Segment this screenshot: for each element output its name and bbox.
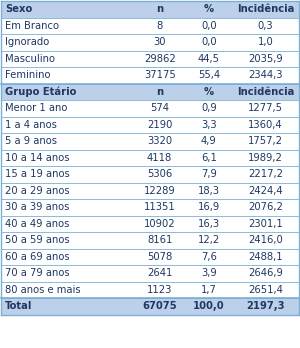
Text: 0,0: 0,0 (201, 21, 217, 31)
Text: 15 a 19 anos: 15 a 19 anos (5, 169, 70, 179)
Text: Masculino: Masculino (5, 54, 55, 64)
Text: 1,0: 1,0 (258, 37, 273, 47)
Bar (1, 17, 299, 34)
Text: Ignorado: Ignorado (5, 37, 49, 47)
Text: 3320: 3320 (147, 136, 172, 146)
Text: Incidência: Incidência (237, 87, 294, 97)
Text: 2076,2: 2076,2 (248, 202, 283, 212)
Text: 18,3: 18,3 (198, 186, 220, 196)
Text: 3,9: 3,9 (201, 268, 217, 278)
Text: n: n (156, 87, 163, 97)
Bar (1, 298, 299, 315)
Text: 5 a 9 anos: 5 a 9 anos (5, 136, 57, 146)
Text: Em Branco: Em Branco (5, 21, 59, 31)
Text: 80 anos e mais: 80 anos e mais (5, 285, 81, 295)
Text: Sexo: Sexo (5, 4, 32, 14)
Text: 50 a 59 anos: 50 a 59 anos (5, 235, 70, 245)
Bar (1, 84, 299, 100)
Bar (1, 182, 299, 199)
Text: 2197,3: 2197,3 (246, 301, 285, 311)
Text: 1989,2: 1989,2 (248, 153, 283, 163)
Text: 2424,4: 2424,4 (248, 186, 283, 196)
Bar (1, 215, 299, 232)
Text: 4,9: 4,9 (201, 136, 217, 146)
Text: 12289: 12289 (144, 186, 175, 196)
Text: 40 a 49 anos: 40 a 49 anos (5, 219, 69, 229)
Text: 16,3: 16,3 (198, 219, 220, 229)
Bar (1, 248, 299, 265)
Text: 10902: 10902 (144, 219, 176, 229)
Text: 30 a 39 anos: 30 a 39 anos (5, 202, 69, 212)
Text: 1277,5: 1277,5 (248, 103, 283, 113)
Text: 70 a 79 anos: 70 a 79 anos (5, 268, 70, 278)
Text: 0,0: 0,0 (201, 37, 217, 47)
Bar (1, 117, 299, 133)
Text: 60 a 69 anos: 60 a 69 anos (5, 252, 70, 262)
Bar (1, 34, 299, 50)
Text: n: n (156, 4, 163, 14)
Text: 3,3: 3,3 (201, 120, 217, 130)
Bar (1, 50, 299, 67)
Text: 1,7: 1,7 (201, 285, 217, 295)
Text: Menor 1 ano: Menor 1 ano (5, 103, 68, 113)
Text: 5078: 5078 (147, 252, 172, 262)
Bar (1, 67, 299, 84)
Text: 8: 8 (157, 21, 163, 31)
Text: 2301,1: 2301,1 (248, 219, 283, 229)
Bar (1, 1, 299, 17)
Text: Grupo Etário: Grupo Etário (5, 87, 76, 97)
Text: 2035,9: 2035,9 (248, 54, 283, 64)
Bar (1, 199, 299, 215)
Text: 1757,2: 1757,2 (248, 136, 283, 146)
Text: 2641: 2641 (147, 268, 172, 278)
Text: 44,5: 44,5 (198, 54, 220, 64)
Text: 1123: 1123 (147, 285, 172, 295)
Text: 100,0: 100,0 (193, 301, 225, 311)
Text: 0,3: 0,3 (258, 21, 273, 31)
Bar (1, 265, 299, 282)
Bar (1, 133, 299, 150)
Text: 2646,9: 2646,9 (248, 268, 283, 278)
Text: 7,6: 7,6 (201, 252, 217, 262)
Bar (1, 282, 299, 298)
Text: 30: 30 (153, 37, 166, 47)
Text: 11351: 11351 (144, 202, 175, 212)
Text: 2651,4: 2651,4 (248, 285, 283, 295)
Text: 12,2: 12,2 (198, 235, 220, 245)
Text: 2217,2: 2217,2 (248, 169, 283, 179)
Text: Incidência: Incidência (237, 4, 294, 14)
Text: Feminino: Feminino (5, 70, 50, 80)
Text: Total: Total (5, 301, 32, 311)
Bar (1, 166, 299, 182)
Text: %: % (204, 87, 214, 97)
Text: 67075: 67075 (142, 301, 177, 311)
Text: 5306: 5306 (147, 169, 172, 179)
Text: 2488,1: 2488,1 (248, 252, 283, 262)
Text: %: % (204, 4, 214, 14)
Text: 4118: 4118 (147, 153, 172, 163)
Text: 7,9: 7,9 (201, 169, 217, 179)
Text: 37175: 37175 (144, 70, 175, 80)
Text: 6,1: 6,1 (201, 153, 217, 163)
Text: 29862: 29862 (144, 54, 175, 64)
Text: 20 a 29 anos: 20 a 29 anos (5, 186, 70, 196)
Text: 10 a 14 anos: 10 a 14 anos (5, 153, 70, 163)
Text: 1360,4: 1360,4 (248, 120, 283, 130)
Text: 2416,0: 2416,0 (248, 235, 283, 245)
Text: 8161: 8161 (147, 235, 172, 245)
Text: 574: 574 (150, 103, 169, 113)
Text: 2190: 2190 (147, 120, 172, 130)
Text: 16,9: 16,9 (198, 202, 220, 212)
Bar (1, 150, 299, 166)
Text: 55,4: 55,4 (198, 70, 220, 80)
Text: 1 a 4 anos: 1 a 4 anos (5, 120, 57, 130)
Text: 2344,3: 2344,3 (248, 70, 283, 80)
Bar (1, 100, 299, 117)
Bar (1, 232, 299, 248)
Text: 0,9: 0,9 (201, 103, 217, 113)
